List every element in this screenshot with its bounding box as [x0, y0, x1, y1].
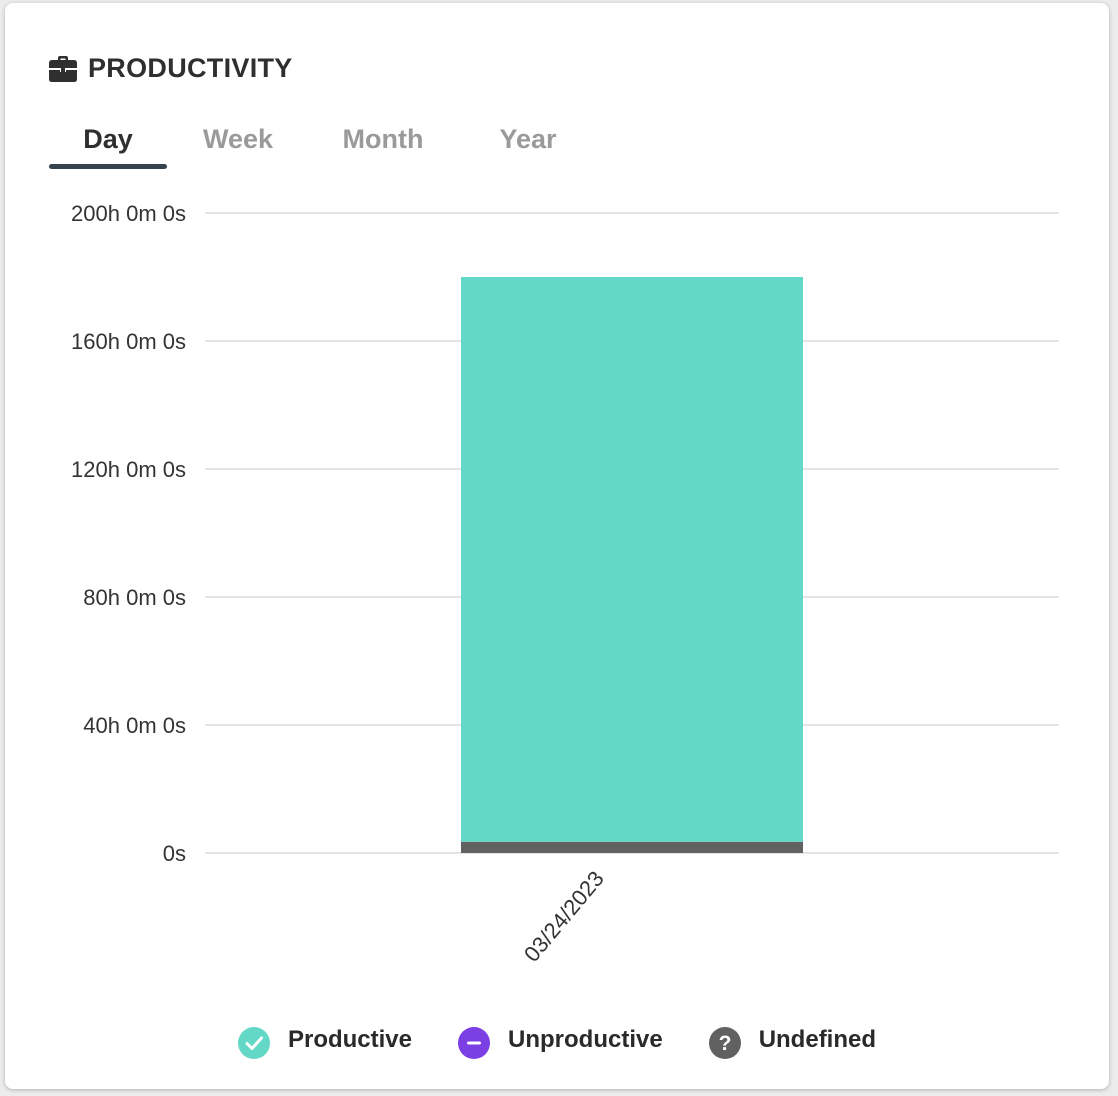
card-header: PRODUCTIVITY	[48, 53, 293, 84]
bar-undefined	[461, 841, 803, 853]
legend-label-unproductive: Unproductive	[508, 1026, 663, 1053]
y-tick-label: 160h 0m 0s	[71, 329, 186, 354]
y-tick-label: 200h 0m 0s	[71, 201, 186, 226]
x-tick-label: 03/24/2023	[519, 866, 609, 966]
y-tick-label: 0s	[163, 841, 186, 866]
tab-year[interactable]: Year	[499, 124, 557, 154]
minus-circle-icon	[458, 1027, 490, 1059]
svg-text:?: ?	[718, 1032, 731, 1055]
legend-item-unproductive[interactable]: Unproductive	[458, 1021, 663, 1059]
y-tick-label: 120h 0m 0s	[71, 457, 186, 482]
y-tick-label: 80h 0m 0s	[83, 585, 186, 610]
question-circle-icon: ?	[708, 1027, 741, 1059]
briefcase-icon	[48, 55, 78, 82]
legend-item-undefined[interactable]: ? Undefined	[708, 1021, 877, 1059]
card-title: PRODUCTIVITY	[88, 53, 293, 83]
legend-item-productive[interactable]: Productive	[237, 1021, 412, 1059]
tab-week[interactable]: Week	[202, 124, 274, 154]
check-circle-icon	[237, 1027, 270, 1059]
productivity-card: PRODUCTIVITY Day Week Month Year 0s 40h 0…	[5, 3, 1109, 1089]
tab-day[interactable]: Day	[83, 124, 133, 154]
productivity-bar-chart: 0s 40h 0m 0s 80h 0m 0s 120h 0m 0s 160h 0m 0s…	[71, 201, 1059, 967]
y-tick-label: 40h 0m 0s	[83, 713, 186, 738]
legend-label-undefined: Undefined	[758, 1026, 877, 1053]
bar-productive	[461, 277, 803, 842]
active-tab-indicator	[49, 164, 167, 169]
legend-label-productive: Productive	[287, 1026, 412, 1053]
chart-legend: Productive Unproductive ? Undefined	[5, 1021, 1109, 1059]
tab-month[interactable]: Month	[342, 124, 424, 154]
period-tabs: Day Week Month Year	[48, 119, 608, 173]
